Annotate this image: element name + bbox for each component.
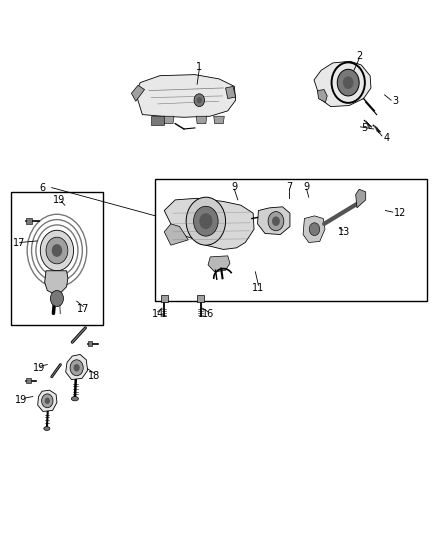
Text: 1: 1: [196, 62, 202, 71]
Text: 19: 19: [33, 363, 46, 373]
Circle shape: [70, 360, 83, 376]
Text: 7: 7: [286, 182, 292, 191]
Text: 11: 11: [252, 283, 265, 293]
Text: 16: 16: [202, 310, 214, 319]
Circle shape: [199, 213, 212, 229]
Bar: [197, 295, 204, 302]
Polygon shape: [356, 189, 366, 208]
Polygon shape: [66, 354, 88, 379]
Polygon shape: [38, 390, 57, 411]
Bar: [88, 341, 92, 346]
Text: 19: 19: [53, 195, 65, 205]
Bar: [11, 192, 103, 325]
Polygon shape: [303, 216, 325, 243]
Circle shape: [343, 76, 353, 89]
Circle shape: [52, 244, 62, 257]
Bar: [26, 218, 32, 224]
Text: 19: 19: [15, 395, 27, 405]
Polygon shape: [196, 116, 207, 124]
Polygon shape: [45, 271, 68, 293]
Text: 18: 18: [88, 371, 100, 381]
Text: 3: 3: [392, 96, 398, 106]
Circle shape: [272, 216, 280, 226]
Polygon shape: [164, 198, 254, 249]
Polygon shape: [131, 85, 145, 101]
Circle shape: [197, 97, 202, 103]
Bar: [151, 116, 164, 125]
Text: 9: 9: [231, 182, 237, 191]
Polygon shape: [163, 116, 174, 124]
Text: 6: 6: [39, 183, 46, 192]
Text: 14: 14: [152, 310, 164, 319]
Polygon shape: [164, 224, 188, 245]
Polygon shape: [318, 90, 327, 102]
Circle shape: [186, 197, 226, 245]
Circle shape: [337, 69, 359, 96]
Circle shape: [50, 290, 64, 306]
Text: 12: 12: [394, 208, 406, 218]
Circle shape: [42, 394, 53, 408]
Circle shape: [194, 94, 205, 107]
Bar: [161, 295, 168, 302]
Ellipse shape: [44, 426, 50, 431]
Circle shape: [194, 206, 218, 236]
Text: 4: 4: [383, 133, 389, 142]
Text: 2: 2: [356, 51, 362, 61]
Text: 13: 13: [338, 227, 350, 237]
Text: 9: 9: [304, 182, 310, 191]
Polygon shape: [214, 116, 224, 124]
Circle shape: [74, 364, 80, 372]
Polygon shape: [314, 61, 371, 107]
Text: 17: 17: [77, 304, 89, 314]
Circle shape: [45, 398, 50, 404]
Circle shape: [40, 230, 74, 271]
Polygon shape: [258, 207, 290, 235]
Ellipse shape: [71, 397, 78, 401]
Text: 17: 17: [13, 238, 25, 247]
Bar: [26, 378, 31, 383]
Circle shape: [46, 237, 68, 264]
Bar: [155, 179, 427, 301]
Circle shape: [309, 223, 320, 236]
Circle shape: [268, 212, 284, 231]
Text: 5: 5: [361, 123, 367, 133]
Polygon shape: [226, 86, 236, 99]
Polygon shape: [208, 256, 230, 272]
Polygon shape: [136, 75, 236, 117]
